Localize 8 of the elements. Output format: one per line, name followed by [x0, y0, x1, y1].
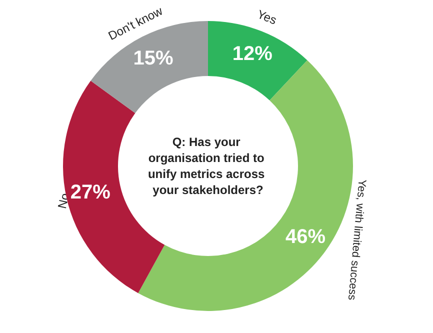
text: Q: Has your organisation tried to unify metrics across your stakeholders?	[148, 135, 268, 197]
slice-label: Yes	[255, 7, 279, 28]
slice-label: Don't know	[106, 4, 166, 44]
slice-label: Yes, with limited success	[345, 178, 368, 302]
data-label: 15%	[133, 48, 174, 70]
data-label: 46%	[285, 226, 326, 248]
data-label: 12%	[232, 42, 273, 65]
data-label: 27%	[70, 181, 111, 204]
